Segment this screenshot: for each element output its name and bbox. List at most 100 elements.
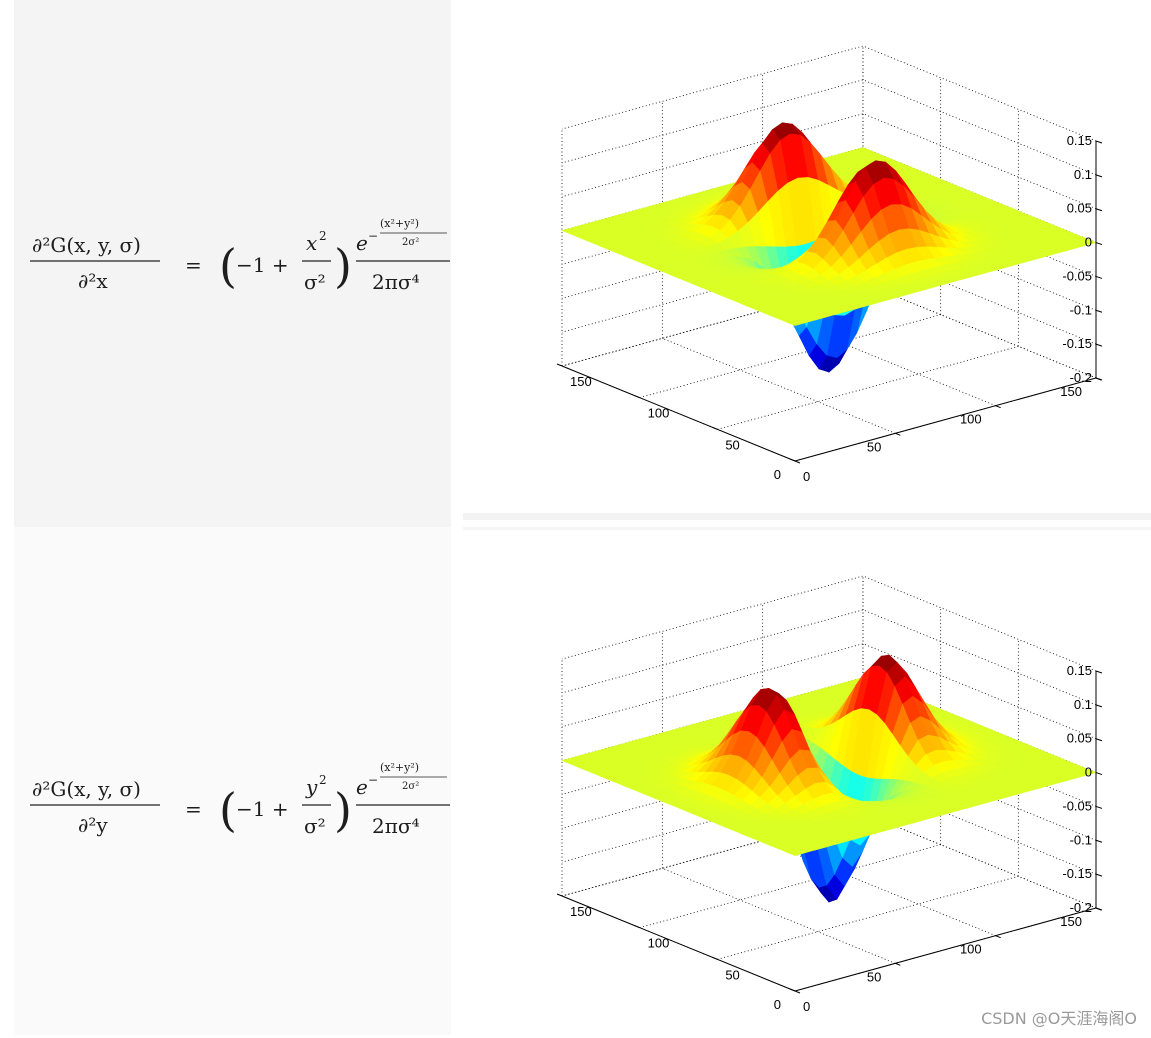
z-tick	[1095, 839, 1103, 843]
z-tick-label: 0.15	[1067, 133, 1092, 148]
z-tick	[1095, 242, 1103, 246]
z-tick-label: -0.1	[1070, 302, 1092, 317]
z-tick-label: 0.05	[1067, 201, 1092, 216]
left-axis-tick-label: 150	[1060, 384, 1082, 399]
z-tick	[1095, 174, 1103, 178]
left-axis-line	[794, 907, 1097, 992]
surface-mesh	[561, 654, 1097, 903]
z-tick-label: -0.15	[1062, 866, 1092, 881]
z-tick-label: -0.05	[1062, 798, 1092, 813]
exp-numerator: (x²+y²)	[380, 217, 419, 230]
left-axis-tick-label: 50	[867, 969, 881, 984]
minus-one-plus: −1 +	[236, 797, 289, 821]
factor-sigma: σ²	[304, 270, 326, 294]
lhs-denominator: ∂²y	[78, 813, 108, 837]
watermark-text: CSDN @O天涯海阁O	[981, 1009, 1137, 1028]
z-tick	[1095, 704, 1103, 708]
left-paren: (	[219, 239, 237, 293]
left-axis-tick	[794, 990, 801, 994]
z-tick-label: -0.2	[1070, 370, 1092, 385]
main-denominator: 2πσ⁴	[372, 814, 420, 838]
left-axis-tick	[895, 962, 901, 966]
z-tick-label: -0.05	[1062, 268, 1092, 283]
plot-panel-y: 0.15 0.1 0.05 0 -0.05 -0.1 -0.15 -0.2 150 100 50 0 0…	[463, 527, 1151, 1038]
row-y-derivative: ∂²G(x, y, σ) ∂²y = ( −1 + y 2 σ² ) e − (…	[0, 527, 1151, 1038]
exp-base: e	[356, 231, 368, 255]
exp-numerator: (x²+y²)	[380, 761, 419, 774]
z-tick-label: 0.1	[1074, 697, 1092, 712]
right-axis-tick	[556, 363, 563, 367]
left-axis-tick	[895, 432, 901, 436]
right-paren: )	[334, 239, 352, 293]
equation-y-svg: ∂²G(x, y, σ) ∂²y = ( −1 + y 2 σ² ) e − (…	[30, 761, 450, 838]
right-axis-tick-label: 50	[725, 967, 739, 982]
exp-minus: −	[368, 773, 378, 787]
z-tick	[1095, 343, 1103, 347]
right-axis-tick	[789, 458, 796, 462]
left-axis-tick	[794, 460, 801, 464]
left-axis-tick	[995, 405, 1001, 409]
lhs-numerator: ∂²G(x, y, σ)	[32, 777, 141, 801]
equation-x: ∂²G(x, y, σ) ∂²x = ( −1 + x 2 σ² ) e − (…	[22, 200, 452, 314]
grid-line-floor-v	[662, 337, 896, 434]
minus-one-plus: −1 +	[236, 253, 289, 277]
equals-sign: =	[185, 797, 202, 821]
right-axis-tick-label: 100	[648, 406, 670, 421]
grid-line-z	[561, 575, 1097, 672]
left-paren: (	[219, 783, 237, 837]
equation-y: ∂²G(x, y, σ) ∂²y = ( −1 + y 2 σ² ) e − (…	[22, 744, 452, 858]
z-tick-label: 0	[1085, 235, 1092, 250]
right-axis-tick	[712, 426, 718, 430]
z-tick	[1095, 772, 1103, 776]
right-paren: )	[334, 783, 352, 837]
z-tick-label: 0.15	[1067, 663, 1092, 678]
z-tick-label: -0.15	[1062, 336, 1092, 351]
left-axis-tick	[995, 935, 1001, 939]
left-axis-tick-label: 100	[960, 942, 982, 957]
exp-denominator: 2σ²	[402, 237, 419, 248]
left-axis-tick-label: 0	[774, 467, 781, 482]
row-x-derivative: ∂²G(x, y, σ) ∂²x = ( −1 + x 2 σ² ) e − (…	[14, 0, 1151, 527]
surface-patch	[786, 319, 806, 326]
right-axis-tick-label: 50	[725, 437, 739, 452]
surface-patch	[786, 849, 806, 856]
exp-minus: −	[368, 229, 378, 243]
right-axis-line	[561, 365, 796, 462]
factor-sq: 2	[319, 229, 327, 243]
exp-denominator: 2σ²	[402, 781, 419, 792]
z-tick-label: 0.1	[1074, 167, 1092, 182]
right-axis-tick-label: 0	[803, 999, 810, 1014]
z-tick	[1095, 873, 1103, 877]
z-tick-label: -0.1	[1070, 832, 1092, 847]
z-tick	[1095, 738, 1103, 742]
equation-x-svg: ∂²G(x, y, σ) ∂²x = ( −1 + x 2 σ² ) e − (…	[30, 217, 450, 294]
right-axis-tick	[789, 988, 796, 992]
right-axis-tick	[634, 395, 640, 399]
z-tick-label: 0	[1085, 765, 1092, 780]
left-axis-tick-label: 150	[1060, 914, 1082, 929]
factor-sq: 2	[319, 773, 327, 787]
left-axis-line	[794, 377, 1097, 462]
z-tick-label: -0.2	[1070, 900, 1092, 915]
right-axis-tick-label: 100	[648, 936, 670, 951]
z-tick-label: 0.05	[1067, 731, 1092, 746]
grid-line-floor-u	[639, 314, 941, 399]
equation-panel-x: ∂²G(x, y, σ) ∂²x = ( −1 + x 2 σ² ) e − (…	[14, 0, 451, 527]
grid-line-floor-v	[662, 867, 896, 964]
right-axis-line	[561, 895, 796, 992]
factor-sigma: σ²	[304, 814, 326, 838]
factor-var: y	[305, 775, 318, 799]
factor-var: x	[306, 231, 317, 255]
z-tick	[1095, 208, 1103, 212]
lhs-denominator: ∂²x	[78, 269, 108, 293]
right-axis-tick	[712, 956, 718, 960]
equation-panel-y: ∂²G(x, y, σ) ∂²y = ( −1 + y 2 σ² ) e − (…	[14, 527, 451, 1035]
main-denominator: 2πσ⁴	[372, 270, 420, 294]
exp-base: e	[356, 775, 368, 799]
left-axis-tick-label: 50	[867, 439, 881, 454]
lhs-numerator: ∂²G(x, y, σ)	[32, 233, 141, 257]
plot-panel-x: 0.15 0.1 0.05 0 -0.05 -0.1 -0.15 -0.2 150 100 50 0 0…	[463, 0, 1151, 520]
